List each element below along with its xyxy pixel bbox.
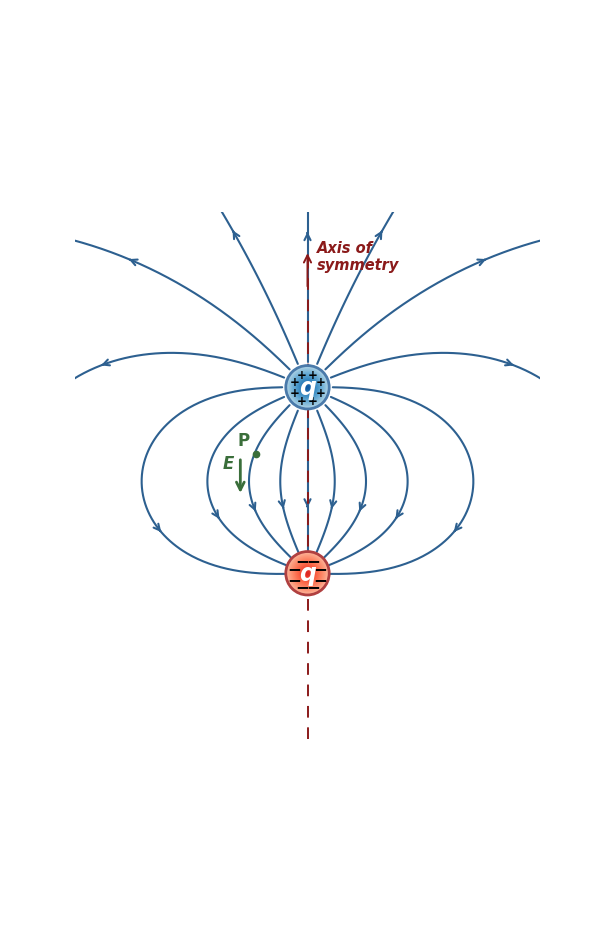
Circle shape xyxy=(292,371,323,404)
Text: −: − xyxy=(313,560,328,577)
Circle shape xyxy=(300,566,315,581)
Circle shape xyxy=(307,387,308,389)
Circle shape xyxy=(290,370,325,406)
Text: +: + xyxy=(308,394,318,407)
Circle shape xyxy=(295,561,320,586)
Circle shape xyxy=(307,573,308,574)
Circle shape xyxy=(286,552,329,595)
Text: −: − xyxy=(295,578,309,596)
Circle shape xyxy=(294,561,321,587)
Circle shape xyxy=(303,384,312,392)
Circle shape xyxy=(297,563,318,585)
Circle shape xyxy=(304,570,311,577)
Circle shape xyxy=(295,375,320,401)
Circle shape xyxy=(287,553,328,594)
Circle shape xyxy=(305,571,310,577)
Text: +: + xyxy=(316,387,325,400)
Circle shape xyxy=(288,554,327,593)
Circle shape xyxy=(301,567,314,581)
Circle shape xyxy=(292,559,323,588)
Circle shape xyxy=(296,563,319,585)
Circle shape xyxy=(303,569,312,578)
Text: E: E xyxy=(223,455,234,473)
Circle shape xyxy=(296,562,319,585)
Circle shape xyxy=(286,367,329,409)
Circle shape xyxy=(292,372,323,404)
Circle shape xyxy=(290,556,325,591)
Text: +: + xyxy=(297,394,307,407)
Circle shape xyxy=(298,564,317,584)
Circle shape xyxy=(289,369,326,407)
Circle shape xyxy=(299,565,316,582)
Circle shape xyxy=(300,381,315,395)
Text: −: − xyxy=(313,570,328,588)
Circle shape xyxy=(301,567,314,580)
Text: q: q xyxy=(299,562,316,585)
Circle shape xyxy=(298,378,317,397)
Text: Axis of
symmetry: Axis of symmetry xyxy=(317,241,399,273)
Circle shape xyxy=(298,378,317,398)
Circle shape xyxy=(287,367,328,408)
Circle shape xyxy=(291,371,324,405)
Circle shape xyxy=(292,373,323,403)
Text: P: P xyxy=(238,432,250,449)
Circle shape xyxy=(306,387,309,389)
Circle shape xyxy=(295,562,320,585)
Circle shape xyxy=(307,387,308,388)
Circle shape xyxy=(289,555,326,592)
Text: −: − xyxy=(306,578,320,596)
Circle shape xyxy=(292,558,323,590)
Circle shape xyxy=(301,381,314,394)
Circle shape xyxy=(287,554,328,594)
Circle shape xyxy=(295,376,320,400)
Circle shape xyxy=(290,370,325,406)
Circle shape xyxy=(298,565,317,584)
Text: −: − xyxy=(287,560,302,577)
Circle shape xyxy=(299,380,316,396)
Circle shape xyxy=(302,383,313,393)
Circle shape xyxy=(293,559,322,588)
Circle shape xyxy=(290,556,325,591)
Circle shape xyxy=(293,373,322,403)
Text: +: + xyxy=(297,368,307,382)
Text: q: q xyxy=(299,376,316,400)
Text: +: + xyxy=(308,368,318,382)
Circle shape xyxy=(294,374,321,401)
Circle shape xyxy=(301,382,314,394)
Circle shape xyxy=(286,552,329,595)
Circle shape xyxy=(304,384,311,392)
Circle shape xyxy=(305,385,310,390)
Circle shape xyxy=(286,367,329,409)
Text: −: − xyxy=(295,552,309,570)
Circle shape xyxy=(292,558,323,589)
Circle shape xyxy=(299,565,316,583)
Circle shape xyxy=(302,568,313,579)
Circle shape xyxy=(288,368,327,407)
Text: +: + xyxy=(290,387,299,400)
Circle shape xyxy=(300,380,315,396)
Circle shape xyxy=(302,568,313,579)
Circle shape xyxy=(307,572,308,575)
Circle shape xyxy=(300,565,315,582)
Circle shape xyxy=(306,572,309,575)
Circle shape xyxy=(304,385,311,391)
Text: +: + xyxy=(290,376,299,389)
Circle shape xyxy=(302,383,313,393)
Circle shape xyxy=(296,376,319,400)
Circle shape xyxy=(289,555,326,592)
Text: +: + xyxy=(316,376,325,389)
Circle shape xyxy=(293,560,322,587)
Circle shape xyxy=(291,557,324,590)
Circle shape xyxy=(305,571,310,576)
Text: −: − xyxy=(306,552,320,570)
Circle shape xyxy=(299,379,316,397)
Text: −: − xyxy=(287,570,302,588)
Circle shape xyxy=(305,386,310,390)
Circle shape xyxy=(297,377,318,399)
Circle shape xyxy=(289,369,326,407)
Circle shape xyxy=(296,377,319,399)
Circle shape xyxy=(287,367,328,407)
Circle shape xyxy=(293,374,322,402)
Circle shape xyxy=(304,569,311,578)
